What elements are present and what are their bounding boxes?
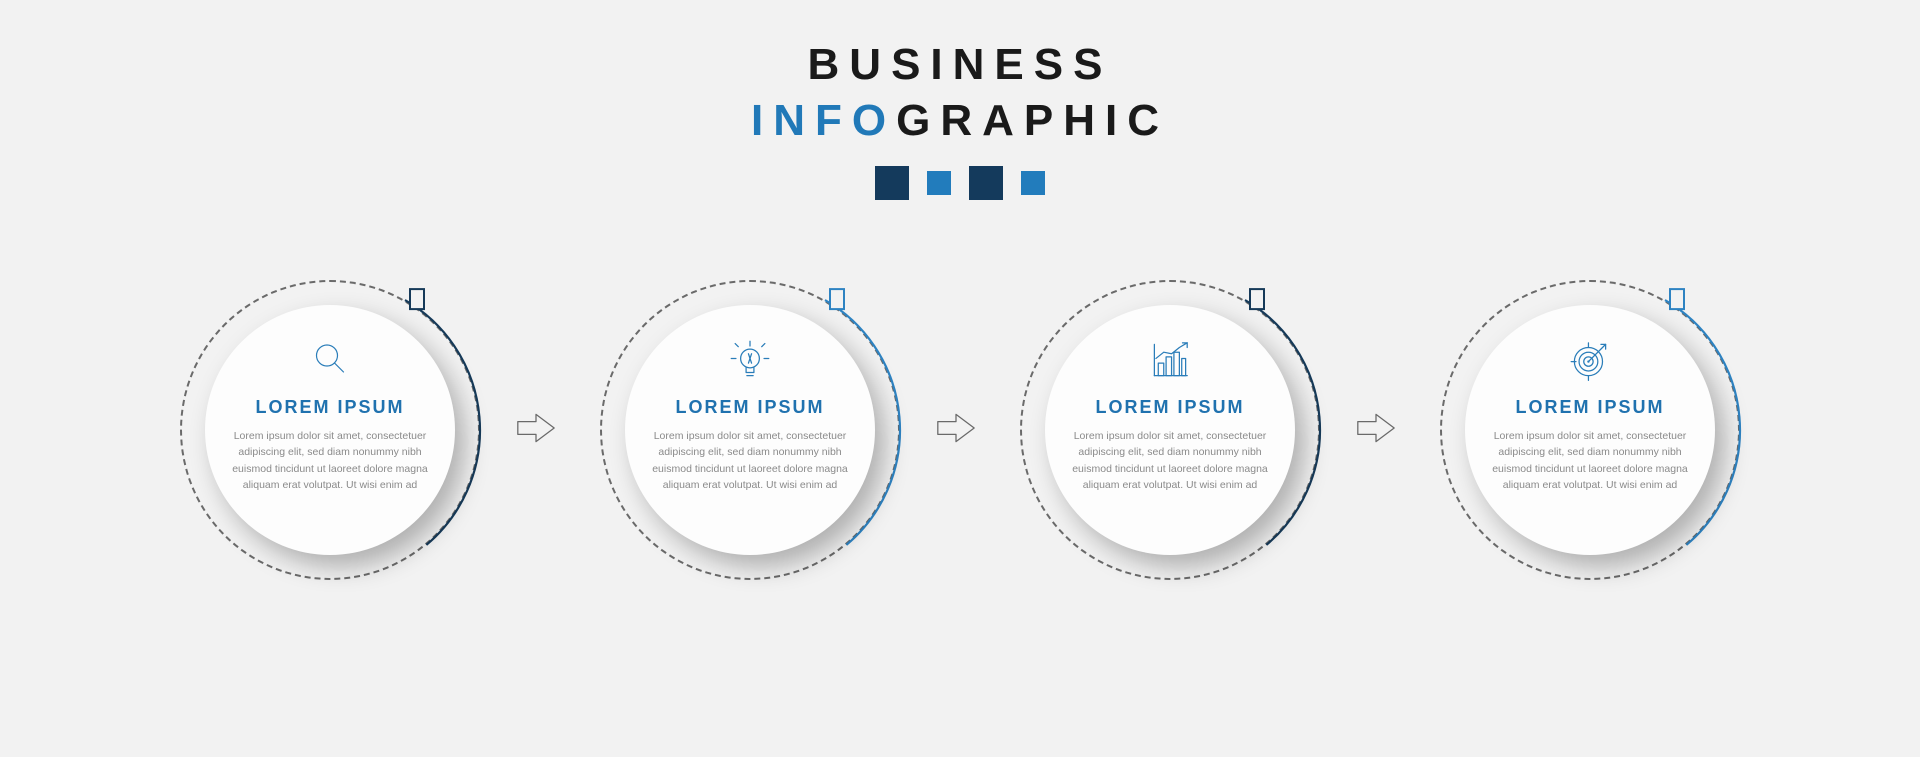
step-2: LOREM IPSUM Lorem ipsum dolor sit amet, … bbox=[600, 280, 900, 580]
steps-row: LOREM IPSUM Lorem ipsum dolor sit amet, … bbox=[0, 280, 1920, 580]
decorative-square bbox=[927, 171, 951, 195]
bar-chart-icon bbox=[1145, 335, 1195, 385]
step-4: LOREM IPSUM Lorem ipsum dolor sit amet, … bbox=[1440, 280, 1740, 580]
magnifier-icon bbox=[306, 336, 354, 384]
header: BUSINESS INFOGRAPHIC bbox=[0, 0, 1920, 200]
arrow-icon bbox=[1356, 411, 1396, 445]
decorative-squares bbox=[0, 166, 1920, 200]
step-title: LOREM IPSUM bbox=[255, 397, 404, 418]
step-title: LOREM IPSUM bbox=[675, 397, 824, 418]
step-1: LOREM IPSUM Lorem ipsum dolor sit amet, … bbox=[180, 280, 480, 580]
inner-circle: LOREM IPSUM Lorem ipsum dolor sit amet, … bbox=[1465, 305, 1715, 555]
step-icon bbox=[1140, 333, 1200, 387]
step-body: Lorem ipsum dolor sit amet, consectetuer… bbox=[651, 428, 849, 493]
step-icon bbox=[1560, 333, 1620, 387]
inner-circle: LOREM IPSUM Lorem ipsum dolor sit amet, … bbox=[205, 305, 455, 555]
step-icon bbox=[720, 333, 780, 387]
title-line1: BUSINESS bbox=[0, 40, 1920, 90]
step-body: Lorem ipsum dolor sit amet, consectetuer… bbox=[1071, 428, 1269, 493]
arrow-icon bbox=[936, 411, 976, 445]
decorative-square bbox=[875, 166, 909, 200]
arrow-icon bbox=[516, 411, 556, 445]
step-body: Lorem ipsum dolor sit amet, consectetuer… bbox=[1491, 428, 1689, 493]
step-body: Lorem ipsum dolor sit amet, consectetuer… bbox=[231, 428, 429, 493]
step-3: LOREM IPSUM Lorem ipsum dolor sit amet, … bbox=[1020, 280, 1320, 580]
inner-circle: LOREM IPSUM Lorem ipsum dolor sit amet, … bbox=[1045, 305, 1295, 555]
title-graphic: GRAPHIC bbox=[896, 96, 1169, 145]
inner-circle: LOREM IPSUM Lorem ipsum dolor sit amet, … bbox=[625, 305, 875, 555]
decorative-square bbox=[1021, 171, 1045, 195]
lightbulb-icon bbox=[725, 335, 775, 385]
step-icon bbox=[300, 333, 360, 387]
title-info: INFO bbox=[751, 96, 896, 145]
title-line2: INFOGRAPHIC bbox=[0, 96, 1920, 146]
decorative-square bbox=[969, 166, 1003, 200]
target-icon bbox=[1565, 335, 1615, 385]
step-title: LOREM IPSUM bbox=[1095, 397, 1244, 418]
step-title: LOREM IPSUM bbox=[1515, 397, 1664, 418]
